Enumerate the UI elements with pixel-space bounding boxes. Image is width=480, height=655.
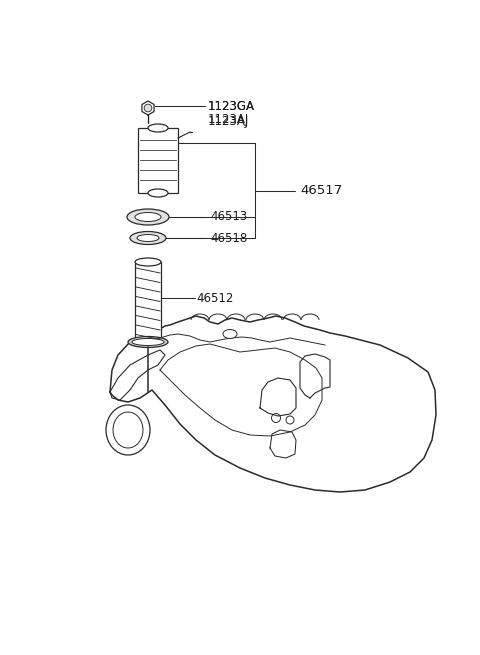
Ellipse shape [135, 258, 161, 266]
Ellipse shape [128, 337, 168, 348]
Text: 1123AJ: 1123AJ [208, 113, 249, 126]
Text: 1123GA: 1123GA [208, 100, 255, 113]
Text: 1123GA: 1123GA [208, 100, 255, 113]
Polygon shape [135, 262, 161, 342]
Polygon shape [138, 128, 178, 193]
Ellipse shape [135, 212, 161, 221]
Circle shape [144, 104, 152, 112]
Ellipse shape [127, 209, 169, 225]
Ellipse shape [113, 412, 143, 448]
Ellipse shape [137, 234, 159, 242]
Text: 46512: 46512 [196, 291, 233, 305]
Ellipse shape [106, 405, 150, 455]
Text: 46518: 46518 [210, 231, 247, 244]
Ellipse shape [132, 339, 164, 345]
Text: 1123AJ: 1123AJ [208, 115, 249, 128]
Ellipse shape [148, 189, 168, 197]
Polygon shape [142, 101, 154, 115]
Text: 46517: 46517 [300, 184, 342, 197]
Ellipse shape [148, 124, 168, 132]
Text: 46513: 46513 [210, 210, 247, 223]
Ellipse shape [130, 231, 166, 244]
Ellipse shape [223, 329, 237, 339]
